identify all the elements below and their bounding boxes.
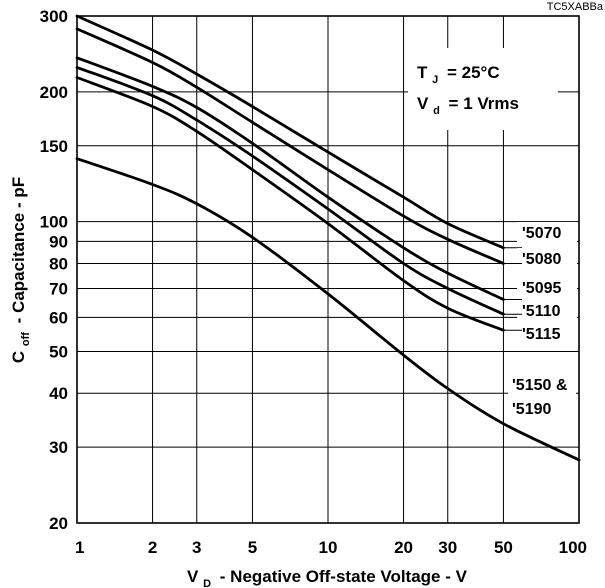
y-tick-label: 20 [49, 514, 68, 533]
plot-frame [76, 15, 580, 524]
series-label-background [517, 222, 577, 247]
y-tick-label: 80 [49, 254, 68, 273]
y-axis-title: C off - Capacitance - pF [9, 177, 33, 363]
series-label: '5070 [522, 225, 562, 242]
y-axis-subscript: off [20, 332, 32, 346]
series-lines [75, 14, 581, 462]
series-label: '5150 & [512, 377, 568, 394]
y-tick-label: 100 [40, 213, 68, 232]
y-tick-label: 50 [49, 342, 68, 361]
series-label: '5080 [522, 251, 562, 268]
drive-voltage-label: V d = 1 Vrms [417, 94, 519, 118]
series-line [75, 27, 505, 265]
x-tick-label: 1 [75, 538, 84, 557]
vd-symbol: V [417, 94, 429, 113]
y-axis-symbol: C [9, 351, 28, 363]
x-axis-text: - Negative Off-state Voltage - V [220, 567, 468, 586]
y-tick-label: 60 [49, 308, 68, 327]
conditions-background [408, 48, 558, 130]
series-label-background [517, 323, 577, 348]
y-tick-label: 40 [49, 384, 68, 403]
figure-code: TC5XABBa [547, 1, 604, 13]
y-tick-label: 300 [40, 7, 68, 26]
series-line [75, 56, 505, 301]
x-tick-label: 5 [248, 538, 257, 557]
junction-temperature-label: T J = 25°C [417, 63, 500, 87]
series-label-background [517, 248, 577, 273]
vd-value: = 1 Vrms [449, 94, 519, 113]
series-label: '5115 [522, 326, 561, 343]
series-label: '5110 [522, 303, 561, 320]
y-tick-label: 30 [49, 438, 68, 457]
x-tick-label: 3 [192, 538, 201, 557]
vd-subscript: d [433, 105, 440, 117]
series-label-background [517, 277, 577, 302]
series-line [75, 157, 581, 462]
y-tick-label: 200 [40, 83, 68, 102]
x-tick-label: 100 [559, 538, 587, 557]
tj-value: = 25°C [447, 63, 500, 82]
x-tick-label: 50 [494, 538, 513, 557]
series-line [75, 76, 505, 332]
x-tick-label: 10 [319, 538, 338, 557]
series-line [75, 14, 505, 250]
x-axis-subscript: D [203, 578, 211, 588]
y-axis-text: - Capacitance - pF [9, 177, 28, 323]
x-axis-symbol: V [187, 567, 199, 586]
tj-symbol: T [417, 63, 428, 82]
series-label-background [508, 373, 576, 425]
tick-labels: 1 2 3 5 10 20 30 50 1002030405060708090100150200… [40, 7, 587, 557]
x-tick-label: 30 [438, 538, 457, 557]
tj-subscript: J [432, 74, 438, 86]
series-labels: '5070 '5080 '5095 '5110 '5115 '5150 & '5190 [503, 222, 577, 425]
grid [76, 15, 580, 524]
conditions-box: T J = 25°C V d = 1 Vrms [408, 48, 558, 130]
y-tick-label: 150 [40, 137, 68, 156]
series-label-background [517, 300, 577, 325]
series-label: '5095 [522, 280, 562, 297]
series-line [75, 66, 505, 316]
y-tick-label: 70 [49, 279, 68, 298]
x-tick-label: 20 [394, 538, 413, 557]
x-tick-label: 2 [148, 538, 157, 557]
series-label: '5190 [512, 401, 552, 418]
x-axis-title: V D - Negative Off-state Voltage - V [187, 567, 468, 588]
y-tick-label: 90 [49, 232, 68, 251]
